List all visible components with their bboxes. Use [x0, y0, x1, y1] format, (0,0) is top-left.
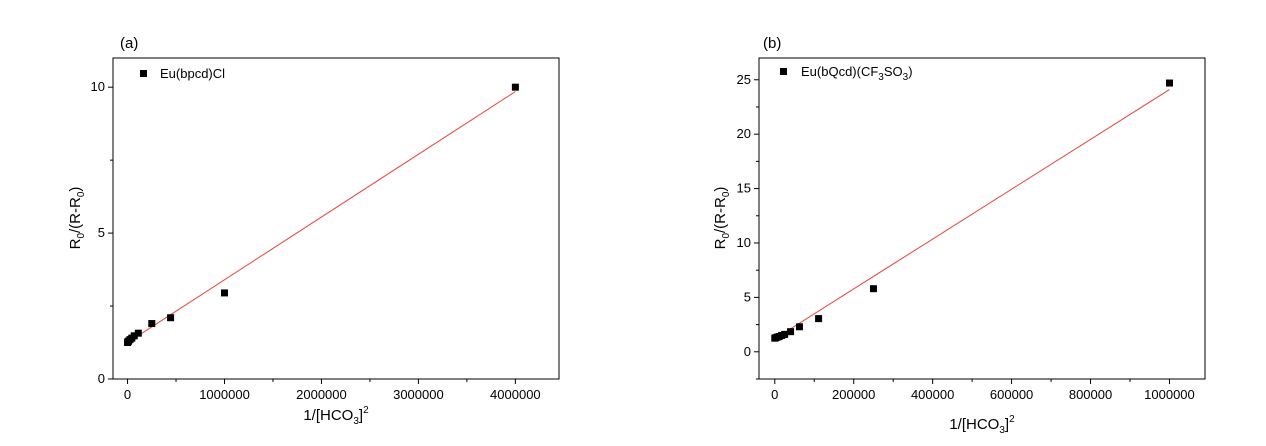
legend-b: Eu(bQcd)(CF3SO3) — [780, 64, 913, 83]
x-tick-label: 1000000 — [1144, 387, 1195, 402]
data-point — [1165, 79, 1173, 87]
x-tick-label: 800000 — [1069, 387, 1112, 402]
x-axis-label-b: 1/[HCO3]2 — [949, 414, 1015, 436]
legend-text-a: Eu(bpcd)Cl — [160, 66, 225, 81]
data-points-b — [771, 79, 1173, 342]
data-point — [511, 83, 519, 91]
data-point — [815, 315, 823, 323]
data-point — [221, 289, 228, 297]
x-tick-label: 0 — [124, 387, 131, 402]
x-tick-label: 0 — [771, 387, 778, 402]
plot-frame-b — [758, 57, 1206, 380]
y-tick-label: 0 — [98, 371, 105, 386]
x-axis-a: 0 1000000 2000000 3000000 4000000 — [124, 379, 541, 402]
x-axis-b: 0 200000 400000 600000 800000 1000000 — [771, 379, 1195, 402]
data-point — [167, 314, 175, 322]
data-point — [781, 330, 789, 338]
y-tick-label: 20 — [737, 126, 751, 141]
legend-a: Eu(bpcd)Cl — [140, 66, 225, 81]
data-points-a — [124, 83, 519, 347]
y-axis-a: 0 5 10 — [91, 79, 113, 386]
y-axis-label-b: R0/(R-R0) — [712, 187, 732, 250]
x-tick-label: 4000000 — [490, 387, 541, 402]
x-axis-label-a: 1/[HCO3]2 — [303, 405, 369, 427]
legend-marker-a — [140, 70, 147, 77]
x-tick-label: 3000000 — [393, 387, 444, 402]
plot-frame-a — [112, 57, 560, 380]
y-tick-label: 25 — [737, 72, 751, 87]
chart-panel-b: (b) 0 5 10 15 20 25 0 200000 400000 600000 800000… — [712, 35, 1206, 436]
data-point — [134, 329, 142, 337]
panel-label-a: (a) — [120, 35, 138, 52]
fit-line-a — [127, 91, 516, 343]
y-tick-label: 5 — [744, 289, 751, 304]
x-tick-label: 200000 — [832, 387, 875, 402]
data-point — [869, 285, 877, 293]
legend-text-b: Eu(bQcd)(CF3SO3) — [801, 64, 913, 83]
chart-panel-a: (a) 0 5 10 0 1000000 2000000 3000000 4000000 E… — [67, 35, 560, 427]
y-tick-label: 15 — [737, 181, 751, 196]
data-point — [130, 332, 138, 340]
y-tick-label: 10 — [91, 79, 105, 94]
x-tick-label: 400000 — [911, 387, 954, 402]
x-tick-label: 1000000 — [199, 387, 250, 402]
data-point — [795, 323, 803, 331]
data-point — [148, 320, 156, 328]
panel-label-b: (b) — [763, 35, 781, 52]
x-tick-label: 2000000 — [296, 387, 347, 402]
y-axis-label-a: R0/(R-R0) — [67, 187, 87, 250]
y-axis-b: 0 5 10 15 20 25 — [737, 72, 759, 380]
fit-line-b — [774, 89, 1170, 340]
data-point — [787, 328, 795, 336]
legend-marker-b — [780, 68, 787, 75]
x-tick-label: 600000 — [990, 387, 1033, 402]
y-tick-label: 10 — [737, 235, 751, 250]
y-tick-label: 0 — [744, 344, 751, 359]
y-tick-label: 5 — [98, 225, 105, 240]
